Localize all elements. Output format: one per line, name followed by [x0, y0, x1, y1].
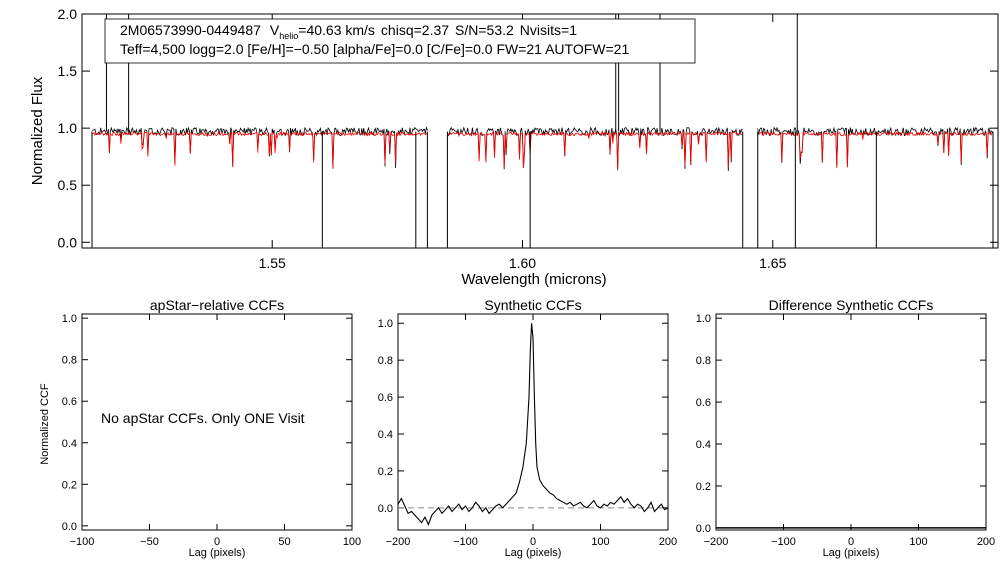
x-tick-label: 100: [909, 536, 927, 548]
x-tick-label: −100: [453, 536, 478, 548]
difference-ccf-panel: −200 −100 0 100 200 0.0 0.2 0.4 0.6 0.8 1.0 Differ…: [696, 297, 995, 559]
y-tick-label: 1.0: [62, 313, 77, 325]
difference-panel-title: Difference Synthetic CCFs: [769, 297, 934, 313]
spectrum-panel: 1.55 1.60 1.65 0.0 0.5 1.0 1.5 2.0 2M06573990-0…: [29, 6, 999, 288]
apstar-ccf-panel: −100 −50 0 50 100 0.0 0.2 0.4 0.6 0.8 1.0 apStar−r…: [39, 297, 361, 559]
y-tick-label: 0.8: [378, 355, 393, 367]
info-line-1: 2M06573990-0449487 Vhelio=40.63 km/s chisq…: [120, 22, 577, 41]
x-tick-label: 50: [278, 536, 290, 548]
x-tick-label: 0: [530, 536, 536, 548]
difference-tick-layer: −200 −100 0 100 200 0.0 0.2 0.4 0.6 0.8 1.0: [696, 313, 995, 548]
observed-spectrum-line: [757, 126, 994, 167]
apstar-x-axis-title: Lag (pixels): [189, 547, 246, 559]
x-tick-label: 200: [977, 536, 995, 548]
y-tick-label: 1.5: [58, 63, 78, 79]
synthetic-ccf-panel: −200 −100 0 100 200 0.0 0.2 0.4 0.6 0.8 1.0 Synthe…: [378, 297, 677, 559]
chisq-value: chisq=2.37: [381, 22, 449, 38]
y-tick-label: 0.0: [378, 503, 393, 515]
synthetic-data-layer: [397, 323, 669, 526]
spectrum-y-axis-title: Normalized Flux: [29, 76, 46, 185]
y-tick-label: 0.4: [378, 429, 393, 441]
apstar-panel-title: apStar−relative CCFs: [150, 297, 284, 313]
synthetic-x-axis-title: Lag (pixels): [505, 547, 562, 559]
y-tick-label: 0.5: [58, 177, 78, 193]
y-tick-label: 0.0: [58, 234, 78, 250]
model-spectrum-line: [91, 130, 428, 169]
y-tick-label: 0.4: [62, 438, 77, 450]
apstar-no-data-note: No apStar CCFs. Only ONE Visit: [101, 410, 305, 426]
y-tick-label: 0.6: [696, 397, 711, 409]
y-tick-label: 0.6: [62, 396, 77, 408]
y-tick-label: 2.0: [58, 6, 78, 22]
y-tick-label: 0.0: [62, 521, 77, 533]
difference-plot-frame: [715, 313, 987, 531]
y-tick-label: 0.6: [378, 392, 393, 404]
x-tick-label: −200: [704, 536, 729, 548]
spectrum-data-layer: [91, 14, 994, 248]
x-tick-label: 0: [848, 536, 854, 548]
y-tick-label: 0.0: [696, 523, 711, 535]
x-tick-label: −100: [70, 536, 95, 548]
difference-x-axis-title: Lag (pixels): [823, 547, 880, 559]
model-spectrum-line: [447, 130, 743, 169]
vhelio-subscript: helio: [279, 31, 298, 41]
y-tick-label: 0.2: [62, 479, 77, 491]
info-box-frame: [104, 18, 696, 64]
x-tick-label: −100: [771, 536, 796, 548]
info-line-2: Teff=4,500 logg=2.0 [Fe/H]=−0.50 [alpha/…: [120, 41, 629, 57]
nvisits-value: Nvisits=1: [520, 22, 577, 38]
snr-value: S/N=53.2: [455, 22, 514, 38]
x-tick-label: 1.65: [759, 255, 786, 271]
y-tick-label: 0.2: [696, 481, 711, 493]
x-tick-label: 0: [214, 536, 220, 548]
y-tick-label: 0.4: [696, 439, 711, 451]
spectrum-tick-layer: 1.55 1.60 1.65 0.0 0.5 1.0 1.5 2.0: [58, 6, 998, 271]
y-tick-label: 0.2: [378, 466, 393, 478]
y-tick-label: 1.0: [58, 120, 78, 136]
apstar-tick-layer: −100 −50 0 50 100 0.0 0.2 0.4 0.6 0.8 1.0: [62, 313, 361, 548]
y-tick-label: 0.8: [62, 355, 77, 367]
model-spectrum-line: [757, 131, 994, 169]
star-id: 2M06573990-0449487: [120, 22, 261, 38]
y-tick-label: 0.8: [696, 355, 711, 367]
x-tick-label: −50: [140, 536, 159, 548]
x-tick-label: 100: [343, 536, 361, 548]
spectrum-x-axis-title: Wavelength (microns): [461, 271, 606, 288]
synthetic-panel-title: Synthetic CCFs: [484, 297, 581, 313]
vhelio-symbol: V: [270, 22, 280, 38]
x-tick-label: −200: [386, 536, 411, 548]
apstar-y-axis-title: Normalized CCF: [39, 383, 51, 465]
x-tick-label: 1.60: [509, 255, 536, 271]
y-tick-label: 1.0: [696, 313, 711, 325]
x-tick-label: 200: [659, 536, 677, 548]
synthetic-tick-layer: −200 −100 0 100 200 0.0 0.2 0.4 0.6 0.8 1.0: [378, 314, 677, 548]
synthetic-ccf-line: [397, 323, 669, 526]
y-tick-label: 1.0: [378, 318, 393, 330]
x-tick-label: 1.55: [259, 255, 286, 271]
x-tick-label: 100: [591, 536, 609, 548]
spectrum-info-box: 2M06573990-0449487 Vhelio=40.63 km/s chisq…: [104, 18, 696, 64]
vhelio-value: =40.63 km/s: [298, 22, 375, 38]
spectrum-plot-frame: [81, 13, 999, 249]
